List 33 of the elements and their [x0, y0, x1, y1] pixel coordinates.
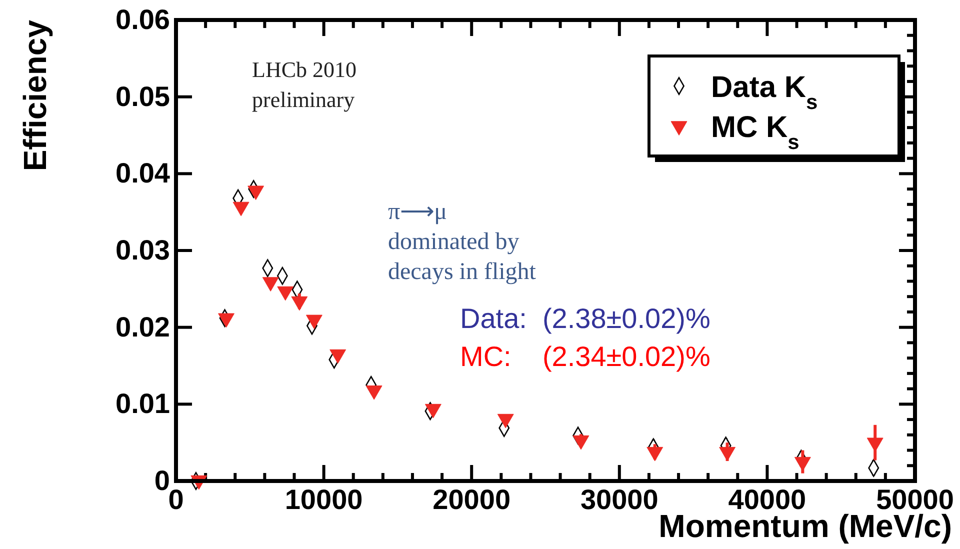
- point: [262, 277, 279, 292]
- legend-label: MC K$_{s}$: [711, 111, 800, 154]
- point: [646, 446, 664, 462]
- point: [794, 456, 811, 472]
- annotation: π⟶μ: [388, 199, 447, 225]
- annotation: decays in flight: [388, 259, 536, 285]
- annotation: dominated by: [388, 229, 520, 255]
- point: [218, 313, 234, 328]
- y-tick-label: 0.01: [116, 388, 170, 420]
- point: [330, 349, 346, 364]
- y-axis-title: Efficiency: [17, 20, 53, 172]
- point: [306, 314, 322, 330]
- x-tick-label: 20000: [432, 484, 511, 515]
- y-tick-label: 0.06: [116, 4, 170, 35]
- x-tick-label: 10000: [284, 484, 363, 515]
- point: [366, 385, 382, 400]
- y-tick-label: 0.02: [116, 311, 170, 342]
- annotation: MC: (2.34±0.02)%: [460, 341, 710, 372]
- point: [719, 446, 736, 462]
- point: [291, 296, 308, 311]
- annotation: preliminary: [252, 87, 355, 112]
- y-tick-label: 0.04: [116, 158, 170, 189]
- point: [572, 435, 590, 450]
- y-tick-label: 0.05: [116, 80, 170, 112]
- legend-label: Data K$_{s}$: [711, 71, 818, 114]
- x-tick-label: 30000: [580, 484, 658, 515]
- point: [497, 414, 514, 428]
- point: [277, 286, 294, 301]
- annotation: LHCb 2010: [252, 57, 356, 82]
- annotation: Data: (2.38±0.02)%: [460, 303, 710, 334]
- y-tick-label: 0.03: [116, 234, 170, 266]
- point: [424, 404, 442, 418]
- y-tick-label: 0: [154, 464, 170, 496]
